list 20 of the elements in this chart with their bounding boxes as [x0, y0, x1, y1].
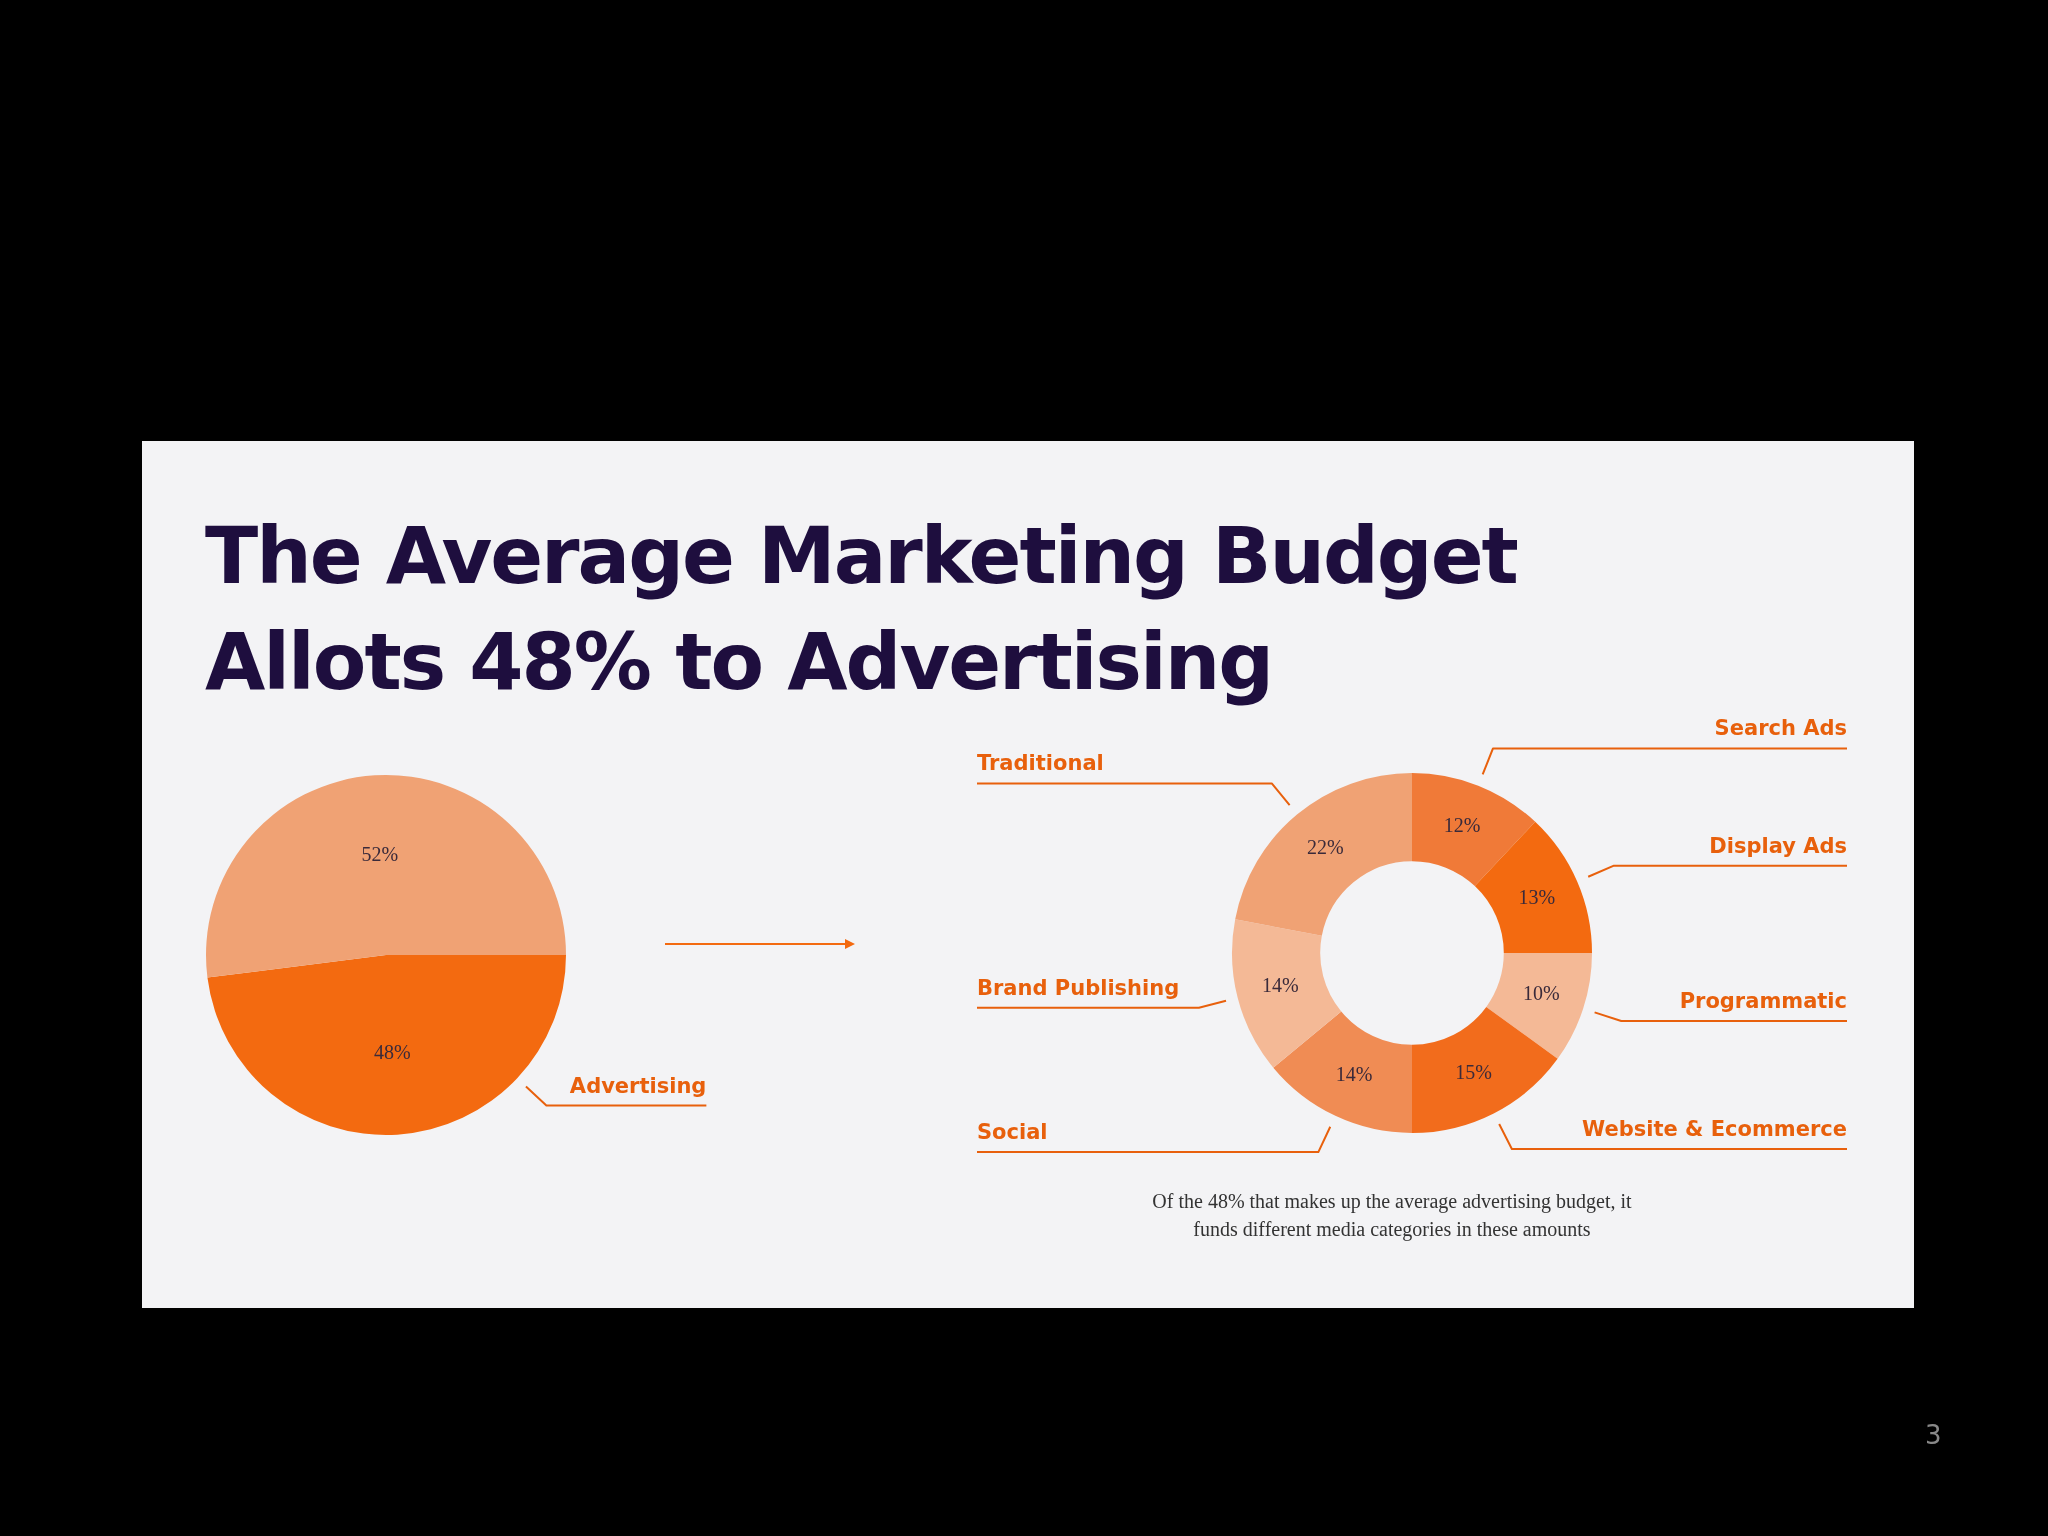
text: Of the 48% that makes up the average advertising budget, it funds different media categories in these amounts	[1151, 1189, 1633, 1243]
data-label: 12%	[1443, 813, 1481, 836]
slice-label: Programmatic	[1679, 988, 1847, 1013]
data-label: 15%	[1455, 1061, 1493, 1084]
data-label: 10%	[1522, 982, 1560, 1005]
slice-label: Search Ads	[1714, 716, 1847, 741]
slice-label: Display Ads	[1709, 833, 1847, 858]
data-label: 22%	[1307, 835, 1344, 858]
slice-label: Website & Ecommerce	[1582, 1116, 1847, 1141]
slice-label: Traditional	[977, 751, 1104, 776]
text: 3	[1925, 1420, 1942, 1450]
data-label: 14%	[1335, 1063, 1373, 1086]
slice-label: Brand Publishing	[977, 975, 1180, 1000]
data-label: 13%	[1518, 886, 1556, 909]
slice-label: Social	[977, 1120, 1048, 1145]
data-label: 52%	[361, 843, 399, 866]
slice-label: Advertising	[569, 1073, 707, 1098]
data-label: 48%	[373, 1041, 411, 1064]
chart-title: The Average Marketing Budget Allots 48% to Advertising	[205, 510, 1518, 709]
data-label: 14%	[1262, 974, 1299, 997]
